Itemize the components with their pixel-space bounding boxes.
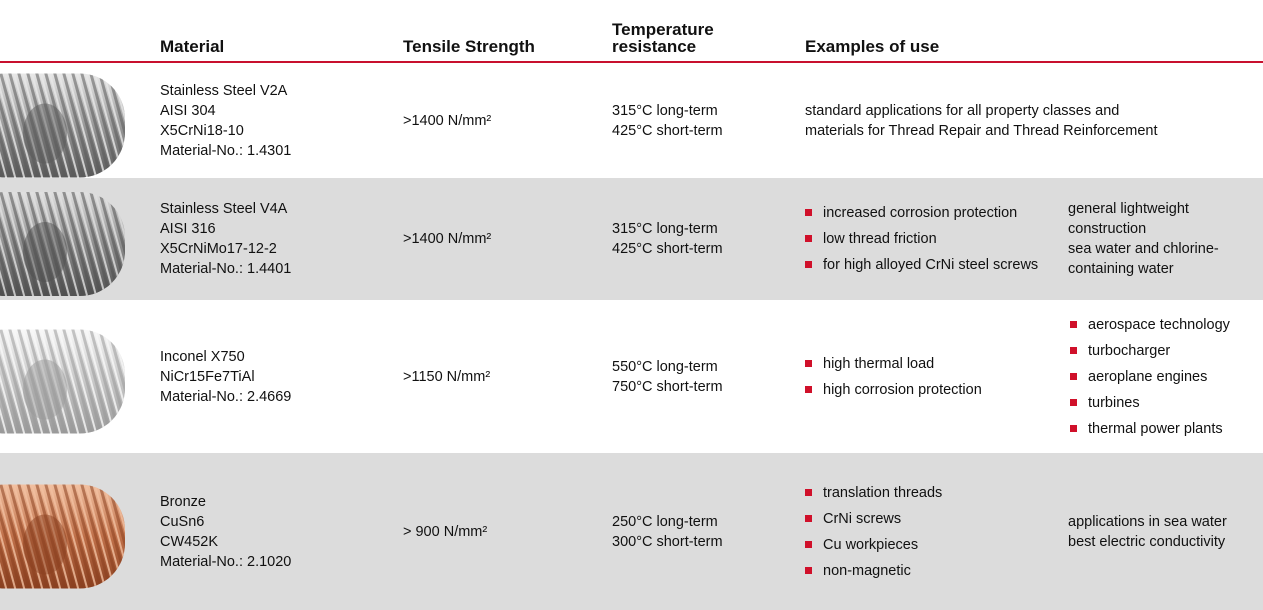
insert-image [0, 329, 125, 434]
text-line: 315°C long-term [612, 102, 718, 119]
text-line: Material-No.: 2.4669 [160, 388, 292, 405]
tensile-cell: >1150 N/mm² [403, 300, 593, 453]
text-line: 550°C long-term [612, 358, 718, 375]
notes-cell: general lightweight construction sea wate… [1068, 178, 1258, 300]
bullet-item: turbocharger [1070, 341, 1260, 361]
text-line: 425°C short-term [612, 122, 723, 139]
temperature-cell: 550°C long-term 750°C short-term [612, 300, 792, 453]
bullet-item: aeroplane engines [1070, 367, 1260, 387]
text-line: 250°C long-term [612, 513, 718, 530]
text-line: Stainless Steel V2A [160, 82, 288, 99]
text-line: >1150 N/mm² [403, 368, 491, 385]
text-line: AISI 304 [160, 102, 216, 119]
material-cell: Bronze CuSn6 CW452K Material-No.: 2.1020 [160, 453, 390, 610]
text-line: 300°C short-term [612, 533, 723, 550]
text-line: NiCr15Fe7TiAl [160, 368, 255, 385]
table-row: Stainless Steel V4A AISI 316 X5CrNiMo17-12… [0, 178, 1263, 300]
bullet-item: low thread friction [805, 229, 1055, 249]
text-line: 425°C short-term [612, 241, 723, 257]
text-line: CW452K [160, 533, 219, 550]
text-line: 315°C long-term [612, 221, 718, 237]
text-line: Stainless Steel V4A [160, 201, 288, 217]
insert-image [0, 73, 125, 178]
text-line: > 900 N/mm² [403, 523, 488, 540]
uses-cell: aerospace technology turbocharger aeroplan… [1070, 300, 1260, 453]
bullet-item: thermal power plants [1070, 419, 1260, 439]
header-cell: Temperature resistance [612, 20, 714, 56]
material-cell: Stainless Steel V2A AISI 304 X5CrNi18-10 Ma… [160, 63, 390, 178]
uses-cell: translation threads CrNi screws Cu workpie… [805, 453, 1055, 610]
text-line: AISI 316 [160, 221, 216, 237]
text-line: standard applications for all property c… [805, 102, 1120, 119]
text-line: >1400 N/mm² [403, 112, 492, 129]
insert-image [0, 192, 125, 296]
uses-cell: increased corrosion protection low thread… [805, 178, 1055, 300]
text-line: X5CrNi18-10 [160, 122, 244, 139]
text-line: sea water and chlorine-containing water [1068, 241, 1219, 277]
text-line: Bronze [160, 493, 206, 510]
bullet-item: high corrosion protection [805, 380, 1055, 400]
bullet-item: Cu workpieces [805, 535, 1055, 555]
bullet-item: turbines [1070, 393, 1260, 413]
text-line: Material-No.: 2.1020 [160, 553, 292, 570]
temperature-cell: 250°C long-term 300°C short-term [612, 453, 792, 610]
bullet-item: increased corrosion protection [805, 203, 1055, 223]
bullet-item: translation threads [805, 483, 1055, 503]
bullet-item: aerospace technology [1070, 315, 1260, 335]
text-line: Material-No.: 1.4401 [160, 261, 292, 277]
tensile-cell: >1400 N/mm² [403, 178, 593, 300]
uses-cell: high thermal load high corrosion protecti… [805, 300, 1055, 453]
bullet-item: CrNi screws [805, 509, 1055, 529]
bullet-item: for high alloyed CrNi steel screws [805, 255, 1055, 275]
temperature-cell: 315°C long-term 425°C short-term [612, 63, 792, 178]
header-cell: Examples of use [805, 37, 940, 56]
text-line: general lightweight construction [1068, 201, 1189, 237]
examples-cell: standard applications for all property c… [805, 63, 1255, 178]
header-cell: Tensile Strength [403, 37, 535, 56]
bullet-item: high thermal load [805, 354, 1055, 374]
text-line: 750°C short-term [612, 378, 723, 395]
material-cell: Inconel X750 NiCr15Fe7TiAl Material-No.: 2… [160, 300, 390, 453]
material-cell: Stainless Steel V4A AISI 316 X5CrNiMo17-12… [160, 178, 390, 300]
table-row: Stainless Steel V2A AISI 304 X5CrNi18-10 Ma… [0, 63, 1263, 178]
table-row: Inconel X750 NiCr15Fe7TiAl Material-No.: 2… [0, 300, 1263, 453]
text-line: CuSn6 [160, 513, 205, 530]
insert-image [0, 484, 125, 589]
tensile-cell: > 900 N/mm² [403, 453, 593, 610]
bullet-item: non-magnetic [805, 561, 1055, 581]
text-line: materials for Thread Repair and Thread R… [805, 122, 1158, 139]
text-line: X5CrNiMo17-12-2 [160, 241, 277, 257]
text-line: best electric conductivity [1068, 533, 1226, 550]
header-rule [0, 61, 1263, 63]
text-line: Inconel X750 [160, 348, 245, 365]
text-line: >1400 N/mm² [403, 231, 492, 247]
notes-cell: applications in sea water best electric c… [1068, 453, 1258, 610]
text-line: Material-No.: 1.4301 [160, 142, 292, 159]
table-row: Bronze CuSn6 CW452K Material-No.: 2.1020 > 9… [0, 453, 1263, 610]
temperature-cell: 315°C long-term 425°C short-term [612, 178, 792, 300]
header-cell: Material [160, 37, 225, 56]
tensile-cell: >1400 N/mm² [403, 63, 593, 178]
text-line: applications in sea water [1068, 513, 1227, 530]
